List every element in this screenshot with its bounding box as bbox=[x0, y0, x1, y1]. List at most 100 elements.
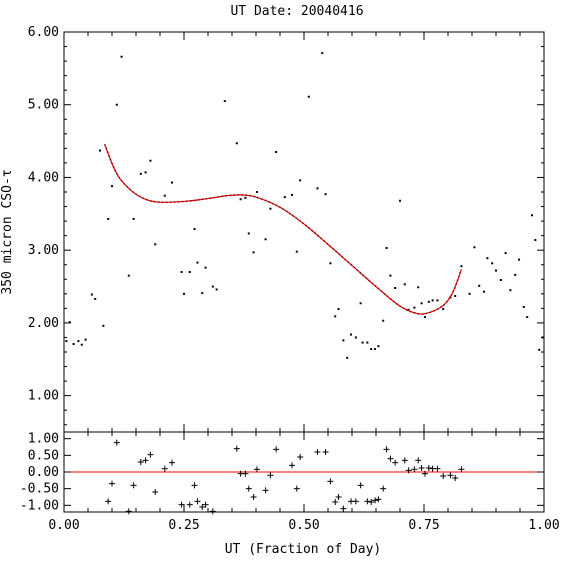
fit-curve-dot bbox=[114, 169, 116, 172]
residual-point bbox=[152, 489, 159, 495]
fit-curve-dot bbox=[409, 310, 412, 313]
residual-point bbox=[418, 465, 425, 471]
residual-point bbox=[434, 465, 441, 472]
fit-curve-dot bbox=[298, 219, 301, 222]
fit-curve-dot bbox=[380, 290, 383, 293]
data-point bbox=[239, 198, 242, 201]
data-point bbox=[403, 283, 406, 286]
data-point bbox=[486, 257, 489, 260]
data-point bbox=[350, 333, 353, 336]
fit-curve-dot bbox=[443, 303, 445, 306]
residual-point bbox=[191, 482, 198, 489]
fit-curve-dot bbox=[329, 245, 332, 248]
fit-curve-dot bbox=[453, 287, 456, 289]
data-point bbox=[442, 308, 445, 311]
fit-curve-dot bbox=[264, 199, 267, 202]
fit-curve-dot bbox=[433, 310, 435, 312]
residual-point bbox=[405, 467, 412, 474]
main-y-axis-label: 350 micron CSO-τ bbox=[0, 169, 15, 294]
fit-curve-dot bbox=[112, 166, 115, 168]
fit-curve-dot bbox=[335, 250, 338, 253]
residual-point bbox=[411, 466, 418, 473]
fit-curve-dot bbox=[205, 197, 208, 200]
fit-curve-dot bbox=[455, 283, 458, 285]
fit-curve-dot bbox=[245, 194, 247, 196]
residual-point bbox=[425, 465, 432, 471]
residual-point bbox=[293, 485, 300, 492]
data-point bbox=[541, 336, 544, 339]
fit-curve-dot bbox=[456, 279, 459, 282]
fit-curve-dot bbox=[275, 204, 278, 207]
residual-point bbox=[375, 496, 382, 503]
fit-curve-dot bbox=[452, 290, 455, 293]
main-y-tick-label: 3.00 bbox=[28, 243, 59, 258]
fit-curve-dot bbox=[295, 217, 298, 220]
residual-point bbox=[142, 457, 149, 464]
residual-point bbox=[421, 470, 428, 477]
fit-curve-dot bbox=[459, 271, 461, 274]
residual-y-tick-label: 0.50 bbox=[28, 448, 59, 463]
data-point bbox=[120, 55, 123, 58]
main-data-points bbox=[65, 52, 544, 359]
data-point bbox=[518, 258, 521, 261]
residual-point bbox=[322, 449, 329, 455]
data-point bbox=[346, 356, 349, 359]
data-point bbox=[399, 199, 401, 202]
x-tick-label: 0.50 bbox=[288, 518, 319, 533]
fit-curve-dot bbox=[347, 261, 350, 264]
data-point bbox=[359, 302, 362, 305]
residual-point bbox=[415, 457, 422, 464]
data-point bbox=[514, 273, 517, 276]
fit-curve-dot bbox=[289, 212, 291, 215]
residual-point bbox=[447, 472, 454, 479]
residual-point bbox=[209, 508, 216, 515]
data-point bbox=[407, 308, 410, 311]
data-point bbox=[139, 172, 142, 175]
fit-curve-dot bbox=[305, 224, 307, 227]
residual-point bbox=[109, 480, 115, 487]
residual-point bbox=[458, 466, 465, 473]
data-point bbox=[127, 274, 130, 277]
data-point bbox=[196, 261, 199, 264]
data-point bbox=[144, 171, 147, 174]
fit-curve-dot bbox=[359, 272, 362, 274]
data-point bbox=[324, 193, 327, 196]
fit-curve-dot bbox=[425, 312, 428, 315]
residual-point bbox=[267, 472, 274, 479]
fit-curve-dot bbox=[386, 295, 389, 298]
main-y-tick-label: 2.00 bbox=[28, 316, 59, 331]
residual-point bbox=[335, 494, 342, 500]
fit-curve-dot bbox=[142, 197, 145, 200]
fit-curve-dot bbox=[285, 210, 288, 213]
data-point bbox=[223, 100, 226, 103]
fit-curve-dot bbox=[268, 201, 270, 203]
data-point bbox=[171, 181, 173, 184]
fit-curve-dot bbox=[326, 242, 329, 245]
data-point bbox=[413, 306, 416, 309]
data-point bbox=[215, 288, 218, 291]
residual-point bbox=[130, 482, 137, 489]
fit-curve-dot bbox=[161, 201, 164, 204]
data-point bbox=[111, 185, 113, 188]
data-point bbox=[211, 285, 214, 288]
residual-point bbox=[314, 449, 321, 455]
fit-curve-dot bbox=[249, 194, 251, 197]
fit-curve-dot bbox=[129, 188, 131, 191]
main-y-tick-label: 5.00 bbox=[28, 98, 59, 113]
fit-curve-dot bbox=[153, 200, 156, 203]
data-point bbox=[382, 319, 385, 322]
data-point bbox=[495, 269, 497, 272]
x-axis: 0.00 0.25 0.50 0.75 1.00 bbox=[48, 32, 560, 533]
data-point bbox=[188, 271, 191, 273]
data-point bbox=[534, 239, 537, 241]
data-point bbox=[354, 336, 357, 339]
fit-curve-dot bbox=[165, 201, 168, 204]
data-point bbox=[107, 217, 110, 220]
fit-curve-dot bbox=[353, 266, 356, 269]
fit-curve-dot bbox=[374, 285, 377, 287]
residual-y-tick-label: -1.00 bbox=[20, 498, 59, 513]
fit-curve-dot bbox=[356, 269, 359, 271]
residual-point bbox=[440, 473, 447, 479]
fit-curve-dot bbox=[396, 303, 398, 305]
fit-curve-dot bbox=[185, 200, 188, 203]
